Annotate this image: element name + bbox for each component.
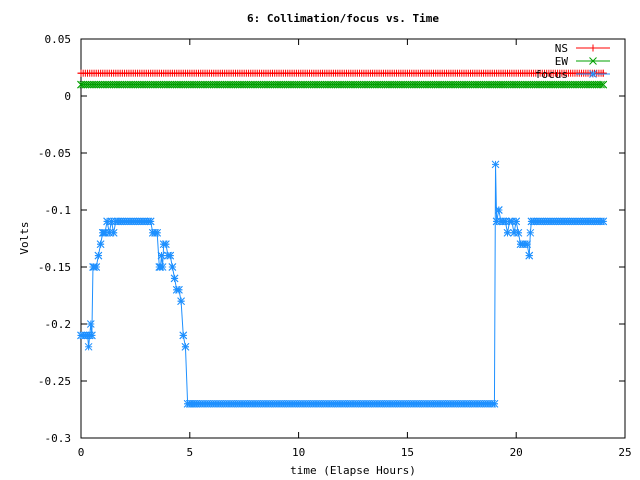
data-point [514,228,523,237]
data-point [512,217,521,226]
y-axis-label: Volts [18,221,31,254]
data-point [84,342,93,351]
data-point [599,69,607,77]
data-point [525,251,534,260]
data-point [179,331,188,340]
y-axis: -0.3 -0.25 -0.2 -0.15 -0.1 -0.05 0 0.05 [38,33,625,445]
x-tick-label: 25 [618,446,631,459]
y-tick-label: -0.2 [45,318,72,331]
x-tick-label: 15 [401,446,414,459]
x-tick-label: 20 [510,446,523,459]
data-point [88,331,96,340]
data-point [146,217,155,226]
x-axis: 0 5 10 15 20 25 [78,39,632,459]
data-point [526,228,535,237]
data-point [491,160,500,169]
data-point [168,263,177,271]
data-point [157,251,166,260]
legend-label-focus: focus [535,68,568,81]
legend-marker-focus [589,70,597,78]
data-point [170,274,179,283]
series-NS [77,69,607,77]
data-point [597,80,605,89]
y-tick-label: -0.15 [38,261,71,274]
data-point [494,206,503,214]
x-tick-label: 0 [78,446,85,459]
data-point [503,228,512,237]
data-point [166,251,175,260]
data-point [523,240,531,249]
data-point [94,251,103,260]
data-point [177,297,185,306]
chart-title: 6: Collimation/focus vs. Time [247,12,439,25]
plot-frame [80,38,626,439]
y-tick-label: -0.25 [38,375,71,388]
data-point [86,320,95,328]
series-layer [77,69,608,408]
data-point [109,228,118,237]
data-point [92,263,101,271]
legend-label-NS: NS [555,42,568,55]
x-tick-label: 10 [292,446,305,459]
y-tick-label: -0.1 [45,204,72,217]
y-tick-label: 0 [64,90,71,103]
data-point [599,80,608,89]
data-point [181,342,190,351]
series-focus [77,160,608,408]
data-point [175,285,183,294]
y-tick-label: -0.3 [45,432,72,445]
x-tick-label: 5 [186,446,193,459]
data-point [153,228,162,237]
series-EW [77,80,608,89]
y-tick-label: 0.05 [45,33,72,46]
data-point [490,399,499,408]
legend-marker-EW [589,57,597,65]
x-axis-label: time (Elapse Hours) [290,464,416,477]
legend-marker-NS [589,44,597,52]
data-point [155,263,164,271]
data-point [599,217,608,226]
data-point [162,240,170,249]
y-tick-label: -0.05 [38,147,71,160]
legend-label-EW: EW [555,55,569,68]
data-point [96,240,105,249]
series-line-focus [81,164,604,405]
